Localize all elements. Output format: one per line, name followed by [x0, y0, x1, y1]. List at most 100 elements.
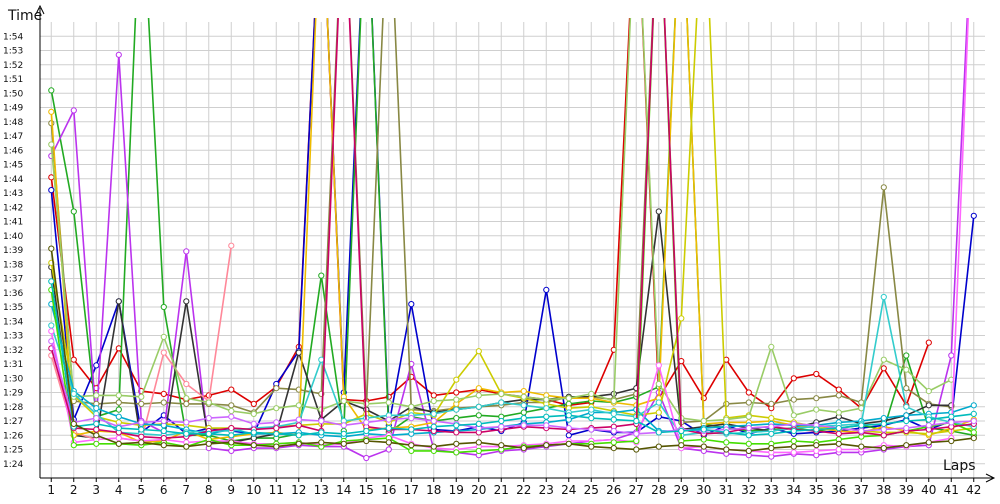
data-point: [70, 356, 77, 363]
data-point: [93, 420, 100, 427]
data-point: [655, 429, 662, 436]
data-point: [745, 389, 752, 396]
data-point: [768, 423, 775, 430]
data-point: [183, 430, 190, 437]
data-point: [48, 108, 55, 115]
data-point: [835, 430, 842, 437]
data-point: [948, 419, 955, 426]
x-tick-label: 40: [921, 483, 936, 497]
data-point: [655, 409, 662, 416]
y-tick-label: 1:25: [3, 446, 23, 456]
x-tick-label: 13: [314, 483, 329, 497]
data-point: [835, 409, 842, 416]
data-point: [970, 410, 977, 417]
data-point: [723, 416, 730, 423]
data-point: [93, 405, 100, 412]
data-point: [880, 445, 887, 452]
data-point: [610, 439, 617, 446]
data-point: [93, 415, 100, 422]
data-point: [565, 432, 572, 439]
data-point: [48, 87, 55, 94]
data-point: [700, 443, 707, 450]
y-axis-arrow: [35, 4, 45, 15]
data-point: [228, 439, 235, 446]
y-tick-label: 1:28: [3, 403, 23, 413]
data-point: [520, 402, 527, 409]
data-point: [385, 439, 392, 446]
y-tick-label: 1:46: [3, 146, 23, 156]
data-point: [543, 422, 550, 429]
data-point: [70, 107, 77, 114]
y-tick-label: 1:39: [3, 246, 23, 256]
data-point: [678, 442, 685, 449]
data-point: [610, 445, 617, 452]
data-point: [160, 427, 167, 435]
data-point: [228, 402, 235, 409]
data-point: [655, 443, 662, 450]
data-point: [565, 440, 572, 447]
data-point: [115, 406, 122, 413]
data-point: [835, 392, 842, 399]
data-point: [273, 405, 280, 412]
y-tick-label: 1:34: [3, 317, 23, 327]
data-point: [880, 426, 887, 433]
data-point: [273, 425, 280, 432]
data-point: [745, 413, 752, 420]
data-point: [475, 412, 482, 419]
data-point: [93, 362, 100, 369]
data-point: [160, 303, 167, 311]
data-point: [138, 419, 145, 426]
data-point: [160, 435, 167, 442]
data-point: [790, 412, 797, 419]
y-tick-label: 1:45: [3, 161, 23, 171]
data-point: [138, 400, 145, 407]
data-point: [430, 423, 437, 430]
x-tick-label: 36: [831, 483, 846, 497]
data-point: [655, 399, 662, 406]
data-point: [723, 439, 730, 446]
x-tick-label: 10: [246, 483, 261, 497]
data-point: [970, 212, 977, 219]
y-tick-label: 1:44: [3, 175, 23, 185]
data-point: [498, 442, 505, 449]
data-point: [228, 386, 235, 393]
data-point: [228, 432, 235, 439]
series-path: [50, 18, 969, 459]
x-tick-label: 39: [899, 483, 914, 497]
data-point: [498, 417, 505, 425]
data-point: [138, 439, 145, 446]
data-point: [565, 412, 572, 419]
data-point: [453, 429, 460, 436]
x-tick-label: 32: [741, 483, 756, 497]
data-point: [790, 449, 797, 456]
data-point: [183, 248, 190, 255]
y-tick-label: 1:47: [3, 132, 23, 142]
data-point: [498, 423, 505, 430]
data-point: [115, 440, 122, 447]
data-point: [160, 349, 167, 356]
data-point: [880, 356, 887, 363]
data-point: [678, 427, 685, 435]
data-point: [610, 416, 617, 423]
y-tick-label: 1:54: [3, 32, 23, 42]
data-point: [183, 419, 190, 426]
data-point: [385, 416, 392, 423]
data-point: [903, 352, 910, 359]
data-point: [385, 446, 392, 453]
y-tick-label: 1:37: [3, 275, 23, 285]
series-line: [48, 18, 932, 412]
data-point: [520, 393, 527, 400]
data-point: [858, 427, 865, 435]
data-point: [385, 425, 392, 432]
data-point: [520, 409, 527, 416]
data-point: [475, 420, 482, 427]
series-path: [50, 281, 974, 437]
data-point: [970, 429, 977, 436]
y-tick-label: 1:29: [3, 389, 23, 399]
data-point: [273, 385, 280, 392]
data-point: [138, 426, 145, 433]
data-point: [903, 442, 910, 449]
data-point: [903, 417, 910, 425]
x-axis-arrow: [985, 473, 996, 483]
